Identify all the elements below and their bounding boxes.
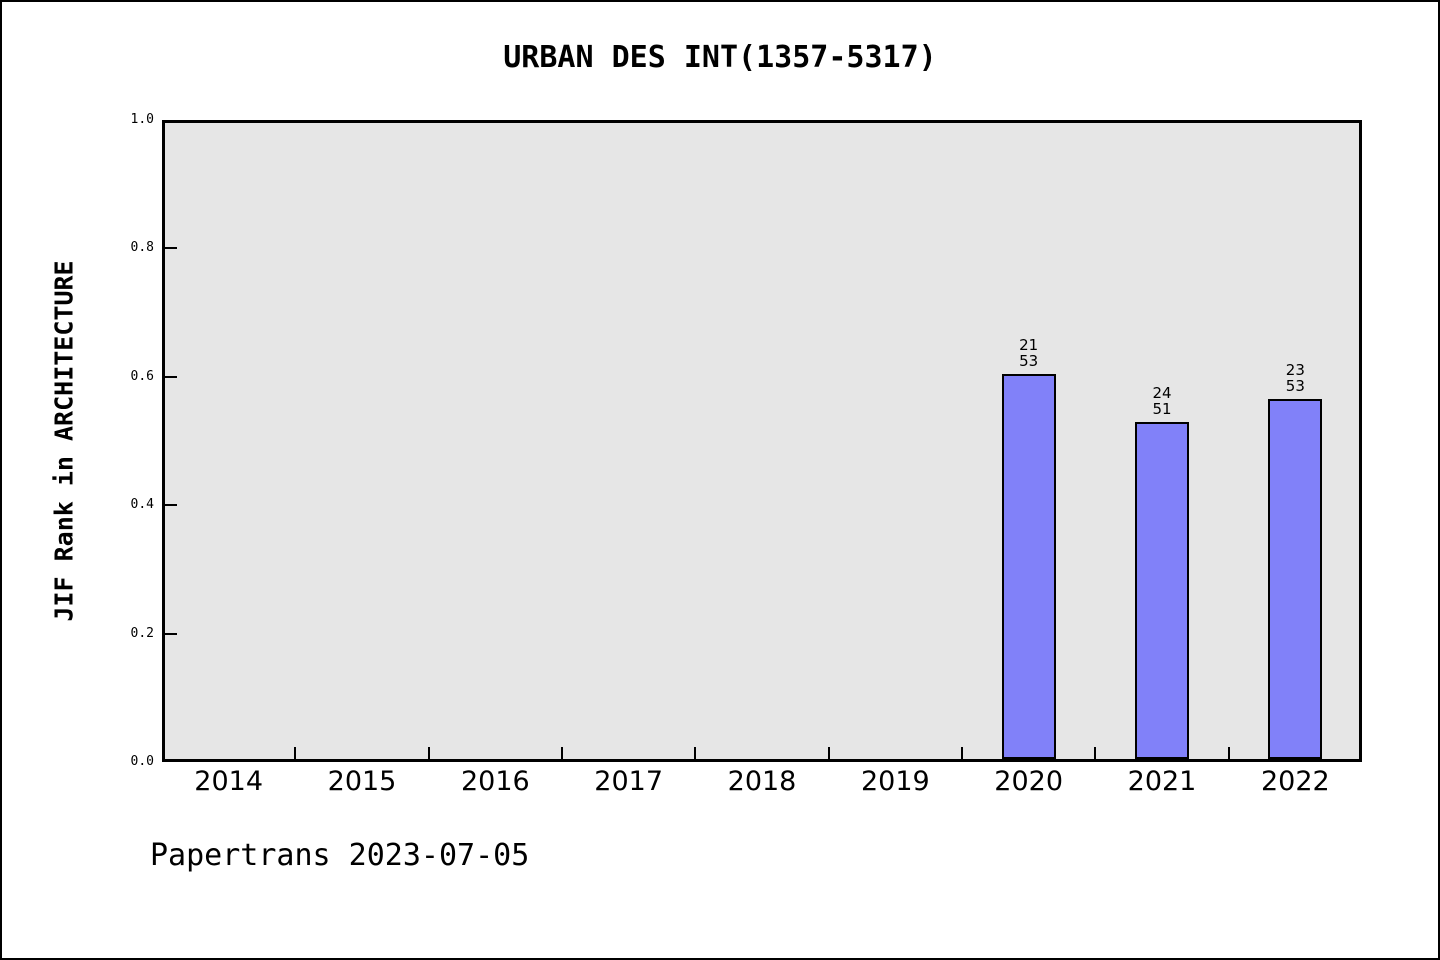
x-tick-label: 2015 <box>327 766 397 797</box>
chart-title: URBAN DES INT(1357-5317) <box>503 40 937 75</box>
footer-watermark: Papertrans 2023-07-05 <box>150 838 530 873</box>
y-tick-label: 1.0 <box>130 112 154 127</box>
y-tick-mark <box>165 632 177 635</box>
bar <box>1135 422 1189 759</box>
x-tick-label: 2021 <box>1127 766 1197 797</box>
x-tick-label: 2022 <box>1260 766 1330 797</box>
x-tick-mark <box>1227 747 1230 759</box>
x-tick-mark <box>827 747 830 759</box>
x-tick-mark <box>427 747 430 759</box>
y-tick-mark <box>165 375 177 378</box>
bar <box>1268 398 1323 759</box>
bar <box>1001 374 1056 759</box>
x-tick-mark <box>1094 747 1097 759</box>
x-tick-label: 2019 <box>860 766 930 797</box>
x-tick-label: 2017 <box>594 766 664 797</box>
x-tick-label: 2020 <box>994 766 1064 797</box>
bar-value-label: 21 53 <box>1019 336 1039 371</box>
x-tick-mark <box>561 747 563 759</box>
x-tick-label: 2018 <box>727 766 797 797</box>
y-tick-mark <box>165 504 177 507</box>
x-tick-mark <box>294 747 297 759</box>
y-tick-label: 0.8 <box>130 240 154 256</box>
bar-value-label: 24 51 <box>1152 384 1172 419</box>
x-tick-label: 2014 <box>194 766 264 797</box>
y-tick-label: 0.6 <box>130 368 154 384</box>
x-tick-mark <box>694 747 697 759</box>
bar-value-label: 23 53 <box>1285 360 1305 395</box>
y-tick-label: 0.4 <box>130 497 154 513</box>
y-tick-label: 0.0 <box>130 754 154 769</box>
x-tick-label: 2016 <box>460 766 530 797</box>
y-tick-label: 0.2 <box>130 625 154 641</box>
y-tick-mark <box>165 247 177 250</box>
x-tick-mark <box>961 747 963 759</box>
